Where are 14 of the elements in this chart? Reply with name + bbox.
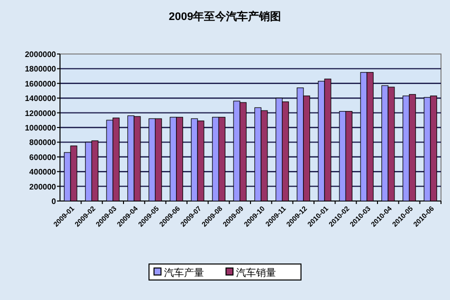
y-tick-label: 400000 (29, 168, 57, 177)
y-tick-label: 0 (52, 197, 57, 206)
y-tick-label: 200000 (29, 182, 57, 192)
y-tick-label: 1600000 (24, 79, 57, 88)
y-tick-label: 1400000 (24, 94, 57, 104)
chart-title: 2009年至今汽车产销图 (168, 10, 282, 23)
y-tick-label: 800000 (29, 138, 57, 148)
legend-label: 汽车产量 (164, 267, 204, 279)
y-tick-label: 1000000 (24, 124, 57, 132)
legend-label: 汽车销量 (236, 267, 276, 279)
y-tick-label: 2000000 (24, 50, 57, 59)
y-tick-label: 600000 (29, 152, 57, 162)
y-tick-label: 1200000 (24, 108, 57, 118)
y-tick-label: 1800000 (24, 64, 57, 74)
